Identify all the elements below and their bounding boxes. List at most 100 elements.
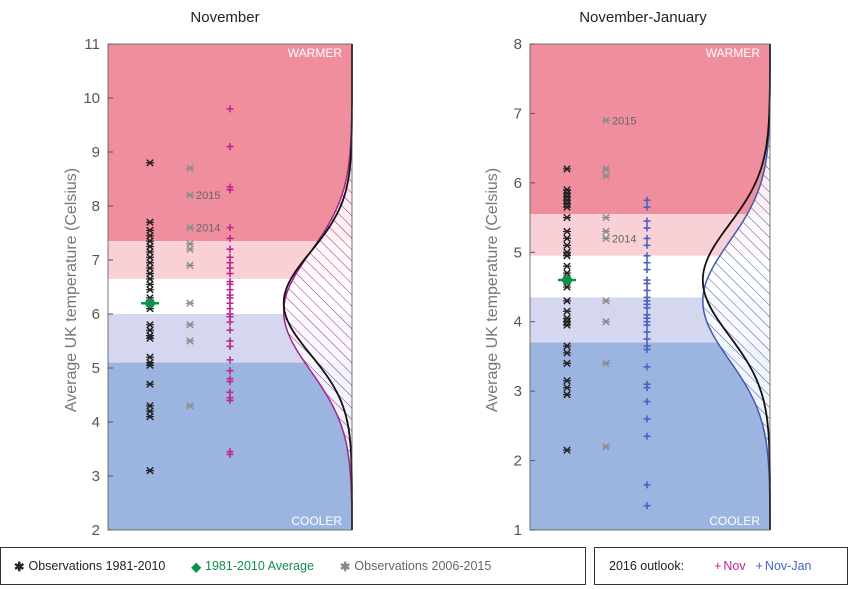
outlook-point <box>226 342 234 350</box>
obs-2006-2015-point <box>602 227 610 236</box>
obs-1981-2010-point <box>146 361 154 370</box>
outlook-point <box>226 234 234 242</box>
obs-2006-2015-point <box>602 234 610 243</box>
obs-1981-2010-point <box>146 231 154 240</box>
outlook-point <box>643 266 651 274</box>
diamond-dot-icon: ◆ <box>191 559 202 574</box>
plus-icon: + <box>714 559 722 573</box>
obs-1981-2010-point <box>563 390 571 399</box>
obs-2006-2015-point <box>186 402 194 410</box>
obs-2006-2015-point <box>602 165 610 173</box>
obs-2006-2015-point <box>602 317 610 326</box>
outlook-point <box>643 241 651 249</box>
outlook-point <box>226 270 234 277</box>
plot-frame <box>529 43 771 531</box>
y-tick-label: 1 <box>514 522 522 539</box>
obs-1981-2010-point <box>146 218 154 226</box>
obs-1981-2010-point <box>146 412 154 421</box>
obs-1981-2010-point <box>146 280 154 289</box>
outlook-point <box>643 502 651 510</box>
outlook-point <box>643 259 651 267</box>
obs-1981-2010-point <box>146 334 154 343</box>
plot-area-november: 2 3 4 5 6 7 8 9 10 11 WARMER COOLER 2014 2015 <box>83 36 353 539</box>
y-tick-label: 7 <box>514 105 522 122</box>
background-band <box>108 362 352 530</box>
obs-1981-2010-point <box>146 226 154 235</box>
obs-1981-2010-point <box>563 234 571 243</box>
obs-1981-2010-point <box>146 248 154 256</box>
y-tick-label: 7 <box>92 252 100 269</box>
outlook-point <box>643 481 651 489</box>
obs-1981-2010-point <box>146 275 154 283</box>
warmer-label: WARMER <box>288 46 343 60</box>
obs-1981-2010-point <box>146 353 154 361</box>
outlook-point <box>643 203 651 211</box>
cooler-label: COOLER <box>709 514 760 528</box>
obs-1981-2010-point <box>146 407 154 415</box>
obs-1981-2010-point <box>563 283 571 291</box>
legend-label-nov-jan: Nov-Jan <box>764 559 812 573</box>
y-tick-label: 3 <box>514 383 522 400</box>
average-marker <box>145 298 155 309</box>
obs-1981-2010-point <box>563 307 571 316</box>
outlook-point <box>226 224 234 232</box>
obs-2006-2015-point <box>602 442 610 451</box>
outlook-point <box>643 217 651 225</box>
outlook-point <box>226 367 234 375</box>
obs-1981-2010-point <box>563 446 571 454</box>
y-tick-label: 8 <box>514 36 522 53</box>
obs-1981-2010-point <box>563 342 571 350</box>
average-marker <box>562 275 572 286</box>
obs-2006-2015-point <box>186 299 194 307</box>
obs-1981-2010-point <box>563 252 571 260</box>
cooler-label: COOLER <box>291 514 342 528</box>
obs-2006-2015-point <box>186 191 194 199</box>
outlook-point <box>226 326 234 334</box>
obs-1981-2010-point <box>563 359 571 368</box>
chart-title-november: November <box>190 9 259 26</box>
legend-item-obs-1981-2010: ✱ Observations 1981-2010 <box>14 559 165 574</box>
obs-1981-2010-point <box>146 242 154 251</box>
legend-outlook-title: 2016 outlook: <box>609 559 685 573</box>
obs-1981-2010-point <box>563 165 571 173</box>
chart-figure: November Average UK temperature (Celsius… <box>63 9 771 539</box>
legend-label-recent: Observations 2006-2015 <box>354 559 492 573</box>
outlook-point <box>643 286 651 294</box>
obs-1981-2010-point <box>563 203 571 211</box>
y-tick-label: 5 <box>514 244 522 261</box>
plot-frame <box>107 43 353 531</box>
chart-title-nov-jan: November-January <box>579 9 707 26</box>
background-band <box>108 44 352 242</box>
y-axis-label-nov-jan: Average UK temperature (Celsius) <box>484 168 501 412</box>
obs-1981-2010-point <box>146 258 154 267</box>
legend-item-obs-2006-2015: ✱ Observations 2006-2015 <box>340 559 491 574</box>
y-tick-label: 3 <box>92 468 100 485</box>
legend-item-average: ◆ 1981-2010 Average <box>191 559 314 574</box>
warmer-label: WARMER <box>706 46 761 60</box>
year-annotation: 2015 <box>612 115 636 127</box>
y-tick-label: 2 <box>514 453 522 470</box>
y-tick-label: 10 <box>83 90 100 107</box>
y-tick-label: 6 <box>92 306 100 323</box>
plus-icon: + <box>755 559 763 573</box>
obs-2006-2015-point <box>602 297 610 305</box>
background-band <box>530 44 770 215</box>
obs-1981-2010-point <box>146 269 154 278</box>
obs-1981-2010-point <box>146 264 154 272</box>
y-tick-label: 6 <box>514 175 522 192</box>
outlook-point <box>226 318 234 326</box>
legend-label-nov: Nov <box>723 559 746 573</box>
outlook-point <box>643 252 651 260</box>
obs-2006-2015-point <box>602 213 610 222</box>
outlook-point <box>226 105 234 113</box>
asterisk-icon: ✱ <box>339 559 351 574</box>
obs-2006-2015-point <box>186 245 194 253</box>
outlook-point <box>643 304 651 312</box>
obs-1981-2010-point <box>563 349 571 357</box>
obs-2006-2015-point <box>186 240 194 248</box>
obs-1981-2010-point <box>563 297 571 305</box>
y-tick-label: 8 <box>92 198 100 215</box>
y-tick-label: 4 <box>92 414 100 431</box>
obs-2006-2015-point <box>602 116 610 125</box>
y-tick-label: 5 <box>92 360 100 377</box>
